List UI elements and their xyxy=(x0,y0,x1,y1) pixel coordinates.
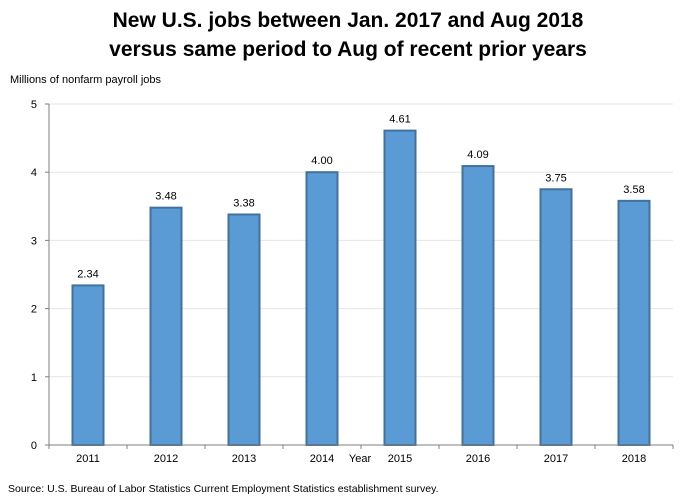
chart-title-line2: versus same period to Aug of recent prio… xyxy=(109,38,587,61)
data-label-2011: 2.34 xyxy=(77,268,98,280)
data-label-2017: 3.75 xyxy=(545,172,566,184)
y-tick-label: 3 xyxy=(31,235,37,247)
x-tick-label-2014: 2014 xyxy=(310,453,334,465)
data-label-2016: 4.09 xyxy=(467,149,488,161)
data-label-2018: 3.58 xyxy=(623,184,644,196)
data-label-2013: 3.38 xyxy=(233,197,254,209)
axes xyxy=(45,103,674,449)
x-tick-label-2015: 2015 xyxy=(388,453,412,465)
bar-2015 xyxy=(383,129,417,447)
labels: 0 1 2 3 4 5 2.34 2011 3.48 2012 3.38 2013 4.00 2014 4.… xyxy=(31,99,646,465)
bar-2013 xyxy=(227,213,261,446)
y-tick-label: 1 xyxy=(31,372,37,384)
bar-2014 xyxy=(305,171,339,446)
x-tick-label-2011: 2011 xyxy=(76,453,100,465)
x-tick-label-2016: 2016 xyxy=(466,453,490,465)
gridlines xyxy=(49,103,673,378)
data-label-2014: 4.00 xyxy=(311,155,332,167)
bar-2018 xyxy=(617,199,651,446)
bar-2016 xyxy=(461,165,495,446)
chart-title-line1: New U.S. jobs between Jan. 2017 and Aug … xyxy=(112,9,584,32)
bar-2011 xyxy=(71,284,105,446)
x-tick-label-2013: 2013 xyxy=(232,453,256,465)
x-tick-label-2018: 2018 xyxy=(622,453,646,465)
x-axis-label: Year xyxy=(349,453,372,465)
y-axis-label: Millions of nonfarm payroll jobs xyxy=(10,74,162,86)
data-label-2015: 4.61 xyxy=(389,114,410,126)
source-note: Source: U.S. Bureau of Labor Statistics … xyxy=(8,483,439,495)
y-tick-label: 4 xyxy=(31,167,37,179)
x-tick-label-2017: 2017 xyxy=(544,453,568,465)
y-tick-label: 2 xyxy=(31,304,37,316)
data-label-2012: 3.48 xyxy=(155,191,176,203)
chart-title: New U.S. jobs between Jan. 2017 and Aug … xyxy=(0,6,696,64)
x-tick-label-2012: 2012 xyxy=(154,453,178,465)
bar-2012 xyxy=(149,206,183,446)
y-tick-label: 0 xyxy=(31,440,37,452)
bar-2017 xyxy=(539,188,573,446)
y-tick-label: 5 xyxy=(31,99,37,111)
